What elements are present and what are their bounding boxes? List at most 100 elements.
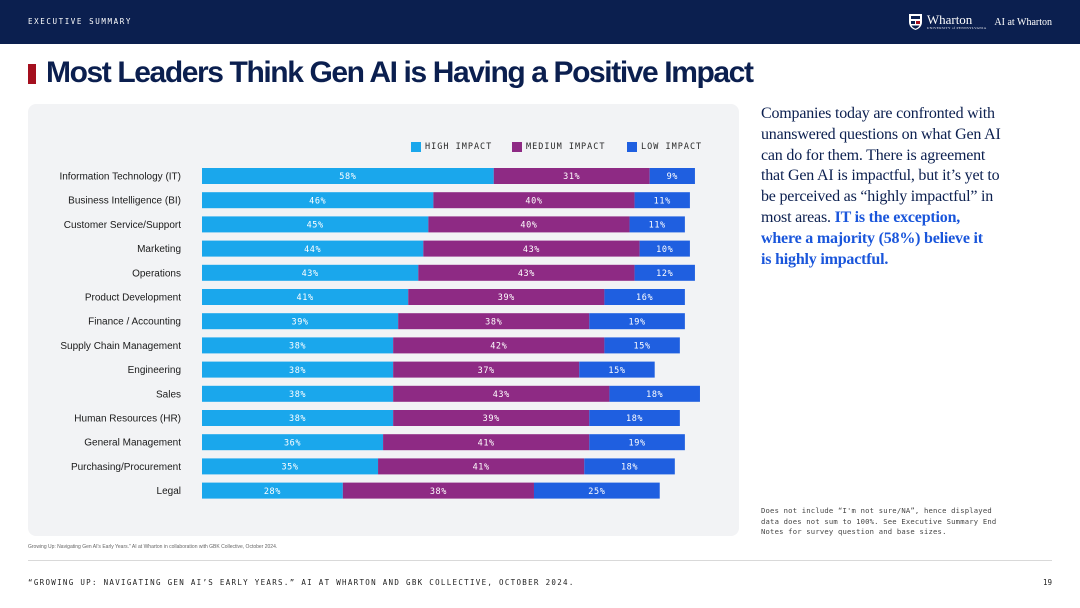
legend-label-medium: MEDIUM IMPACT [526, 142, 606, 152]
bar-segment-medium [342, 482, 534, 499]
footnote-line: data does not sum to 100%. See Executive… [761, 516, 997, 526]
category-label: Marketing [137, 244, 181, 255]
bar-segment-high [202, 385, 394, 402]
bar-value-label: 39% [498, 293, 515, 303]
brand-unit: AI at Wharton [994, 16, 1052, 28]
bar-segment-high [202, 410, 394, 426]
bar-value-label: 18% [646, 390, 663, 400]
commentary-text-run: is highly impactful. [761, 250, 889, 268]
footer-divider [28, 560, 1052, 561]
commentary-highlight-run: IT is the exception, [834, 208, 961, 226]
brand-lockup: Wharton UNIVERSITY of PENNSYLVANIA AI at… [908, 11, 1052, 33]
bar-segment-medium [428, 216, 630, 233]
commentary-text-run: Companies today are confronted with [761, 105, 995, 122]
commentary-text-run: unanswered questions on what Gen AI [761, 125, 1001, 143]
bar-value-label: 46% [309, 196, 326, 206]
bar-value-label: 18% [621, 463, 638, 473]
page-number: 19 [1042, 578, 1052, 587]
commentary-line: be perceived as “highly impactful” in [761, 187, 1061, 208]
category-label: Supply Chain Management [60, 341, 181, 352]
category-label: Purchasing/Procurement [71, 462, 181, 473]
bar-value-label: 41% [473, 463, 490, 473]
commentary-line: is highly impactful. [761, 250, 1061, 271]
bar-segment-low [589, 313, 685, 330]
legend-swatch-medium [512, 142, 522, 152]
footnote: Does not include “I'm not sure/NA”, henc… [761, 506, 1061, 538]
bar-segment-medium [423, 240, 640, 257]
legend-item-medium: MEDIUM IMPACT [512, 142, 606, 152]
bar-segment-high [202, 216, 429, 233]
bar-value-label: 41% [478, 438, 495, 448]
footer-source: “GROWING UP: NAVIGATING GEN AI’S EARLY Y… [28, 578, 575, 587]
bar-segment-medium [393, 361, 580, 378]
bar-value-label: 11% [649, 221, 666, 231]
bar-segment-low [629, 216, 685, 233]
bar-value-label: 43% [493, 390, 510, 400]
bar-value-label: 12% [656, 269, 673, 279]
bar-segment-high [202, 361, 394, 378]
bar-value-label: 58% [339, 172, 356, 182]
bar-segment-high [202, 168, 494, 184]
bar-segment-medium [433, 192, 635, 209]
bar-segment-high [202, 313, 399, 330]
bar-segment-low [579, 361, 655, 378]
bar-value-label: 10% [656, 245, 673, 255]
bar-value-label: 25% [588, 487, 605, 497]
category-label: Finance / Accounting [88, 317, 181, 328]
chart-source-note: Growing Up: Navigating Gen AI's Early Ye… [28, 544, 278, 550]
commentary-line: most areas. IT is the exception, [761, 208, 1061, 229]
category-label: Product Development [85, 293, 181, 304]
bar-segment-low [639, 240, 690, 257]
brand-wordmark: Wharton UNIVERSITY of PENNSYLVANIA [927, 13, 987, 31]
bar-value-label: 44% [304, 245, 321, 255]
bar-value-label: 35% [281, 463, 298, 473]
category-label: Sales [156, 389, 181, 400]
brand-subtitle: UNIVERSITY of PENNSYLVANIA [926, 26, 987, 31]
bar-segment-low [609, 385, 700, 402]
bar-segment-low [589, 410, 680, 426]
commentary-line: where a majority (58%) believe it [761, 229, 1061, 250]
commentary-text-run: most areas. [761, 208, 831, 226]
footnote-line: Does not include “I'm not sure/NA”, henc… [761, 506, 992, 515]
bar-segment-medium [393, 410, 590, 426]
legend-swatch-high [411, 142, 421, 152]
bar-value-label: 11% [654, 196, 671, 206]
bar-value-label: 28% [264, 487, 281, 497]
section-label: EXECUTIVE SUMMARY [28, 17, 132, 26]
bar-value-label: 9% [667, 172, 678, 182]
bar-segment-medium [393, 337, 605, 354]
bar-value-label: 19% [629, 317, 646, 327]
bar-segment-medium [378, 458, 585, 475]
bar-segment-low [634, 192, 690, 209]
bar-value-label: 18% [626, 414, 643, 424]
bar-segment-low [584, 458, 675, 475]
bar-value-label: 43% [518, 269, 535, 279]
bar-segment-low [634, 264, 695, 281]
bar-segment-medium [383, 434, 590, 451]
bar-segment-medium [408, 289, 605, 305]
bar-segment-high [202, 192, 434, 209]
bar-value-label: 40% [520, 221, 537, 231]
title-accent-mark [28, 64, 36, 84]
bar-segment-medium [393, 385, 610, 402]
header-bar: EXECUTIVE SUMMARY Wharton UNIVERSITY of … [0, 0, 1080, 44]
bar-value-label: 31% [563, 172, 580, 182]
commentary-text-run: can do for them. There is agreement [761, 146, 986, 164]
commentary-line: Companies today are confronted with [761, 104, 1061, 125]
stacked-bar-chart: Information Technology (IT) 58% 31% 9% Busin… [59, 168, 700, 499]
footnote-line: Notes for survey question and base sizes… [761, 527, 947, 536]
bar-value-label: 45% [307, 221, 324, 231]
bar-value-label: 39% [292, 317, 309, 327]
bar-value-label: 15% [634, 342, 651, 352]
bar-segment-low [649, 168, 695, 184]
category-label: Human Resources (HR) [74, 414, 181, 425]
bar-value-label: 38% [430, 487, 447, 497]
bar-segment-low [533, 482, 660, 499]
bar-segment-high [202, 289, 409, 305]
category-label: Customer Service/Support [64, 220, 181, 231]
commentary-line: that Gen AI is impactful, but it’s yet t… [761, 166, 1061, 187]
category-label: Legal [157, 486, 181, 497]
commentary-text-run: be perceived as “highly impactful” in [761, 188, 994, 206]
bar-value-label: 16% [636, 293, 653, 303]
brand-name: Wharton [926, 12, 973, 28]
